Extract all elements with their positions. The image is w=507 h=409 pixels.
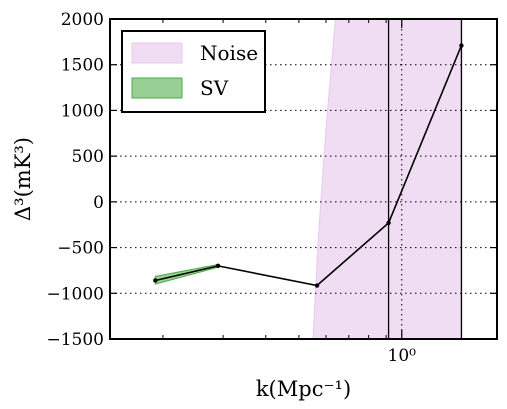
data-point [459,43,464,48]
data-point [386,220,391,226]
y-tick-label: −500 [57,239,104,259]
y-tick-label: 0 [93,193,104,213]
y-tick-label: 2000 [61,10,104,30]
legend-label-sv: SV [200,76,229,100]
y-tick-label: 1000 [61,101,104,121]
legend-swatch-noise [131,42,183,64]
y-tick-label: 500 [72,147,104,167]
legend-label-noise: Noise [200,41,258,65]
y-tick-label: −1500 [46,330,104,350]
y-axis-label: Δ³(mK³) [11,137,35,221]
y-tick-label: 1500 [61,56,104,76]
data-point [215,263,221,269]
legend-swatch-sv [131,77,183,99]
x-axis-label: k(Mpc⁻¹) [256,377,351,401]
data-point [153,278,158,283]
y-tick-label: −1000 [46,284,104,304]
noise-band [312,19,463,339]
data-point [314,283,320,288]
x-tick-label: 10⁰ [388,346,417,366]
plot-frame [109,18,498,340]
